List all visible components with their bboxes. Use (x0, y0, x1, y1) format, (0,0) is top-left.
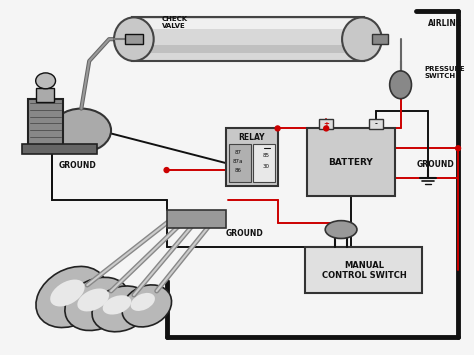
Ellipse shape (36, 73, 55, 89)
Text: PRESSURE
SWITCH: PRESSURE SWITCH (424, 66, 465, 80)
Text: GROUND: GROUND (58, 160, 96, 170)
Text: AIRLINE: AIRLINE (428, 19, 463, 28)
Text: +: + (323, 121, 329, 127)
Bar (253, 144, 274, 182)
Text: 87: 87 (235, 150, 241, 155)
Ellipse shape (52, 109, 111, 152)
Text: BATTERY: BATTERY (328, 158, 374, 166)
Ellipse shape (103, 295, 131, 315)
Ellipse shape (122, 285, 172, 327)
Circle shape (164, 168, 169, 173)
Circle shape (275, 126, 280, 131)
Text: 87a: 87a (233, 159, 243, 164)
Bar (372, 34, 388, 44)
Ellipse shape (390, 71, 411, 99)
Text: RELAY: RELAY (238, 133, 265, 142)
Bar (36, 88, 54, 102)
Ellipse shape (131, 293, 155, 311)
Ellipse shape (77, 289, 109, 311)
Bar (125, 34, 143, 44)
Bar (166, 210, 226, 228)
Bar (307, 129, 395, 196)
Bar (226, 129, 278, 186)
Ellipse shape (36, 267, 107, 328)
Text: 30: 30 (262, 164, 269, 169)
Text: MANUAL
CONTROL SWITCH: MANUAL CONTROL SWITCH (321, 261, 406, 280)
Circle shape (456, 146, 461, 151)
Text: -: - (374, 121, 377, 127)
Text: GROUND: GROUND (417, 160, 454, 169)
Ellipse shape (92, 286, 150, 332)
Text: 86: 86 (235, 168, 241, 173)
Circle shape (324, 126, 328, 131)
Bar (22, 144, 97, 154)
Bar (132, 20, 364, 29)
Bar (305, 247, 422, 293)
Text: GROUND: GROUND (226, 229, 264, 238)
Ellipse shape (65, 277, 129, 331)
Ellipse shape (342, 17, 382, 61)
Ellipse shape (50, 279, 85, 306)
Bar (132, 45, 364, 53)
Ellipse shape (325, 220, 357, 239)
Bar (132, 17, 364, 61)
Bar (229, 144, 251, 182)
Text: 85: 85 (262, 153, 269, 158)
Ellipse shape (114, 17, 154, 61)
Bar (319, 120, 333, 130)
Bar (28, 99, 64, 146)
Text: CHECK
VALVE: CHECK VALVE (162, 16, 188, 29)
Bar (369, 120, 383, 130)
